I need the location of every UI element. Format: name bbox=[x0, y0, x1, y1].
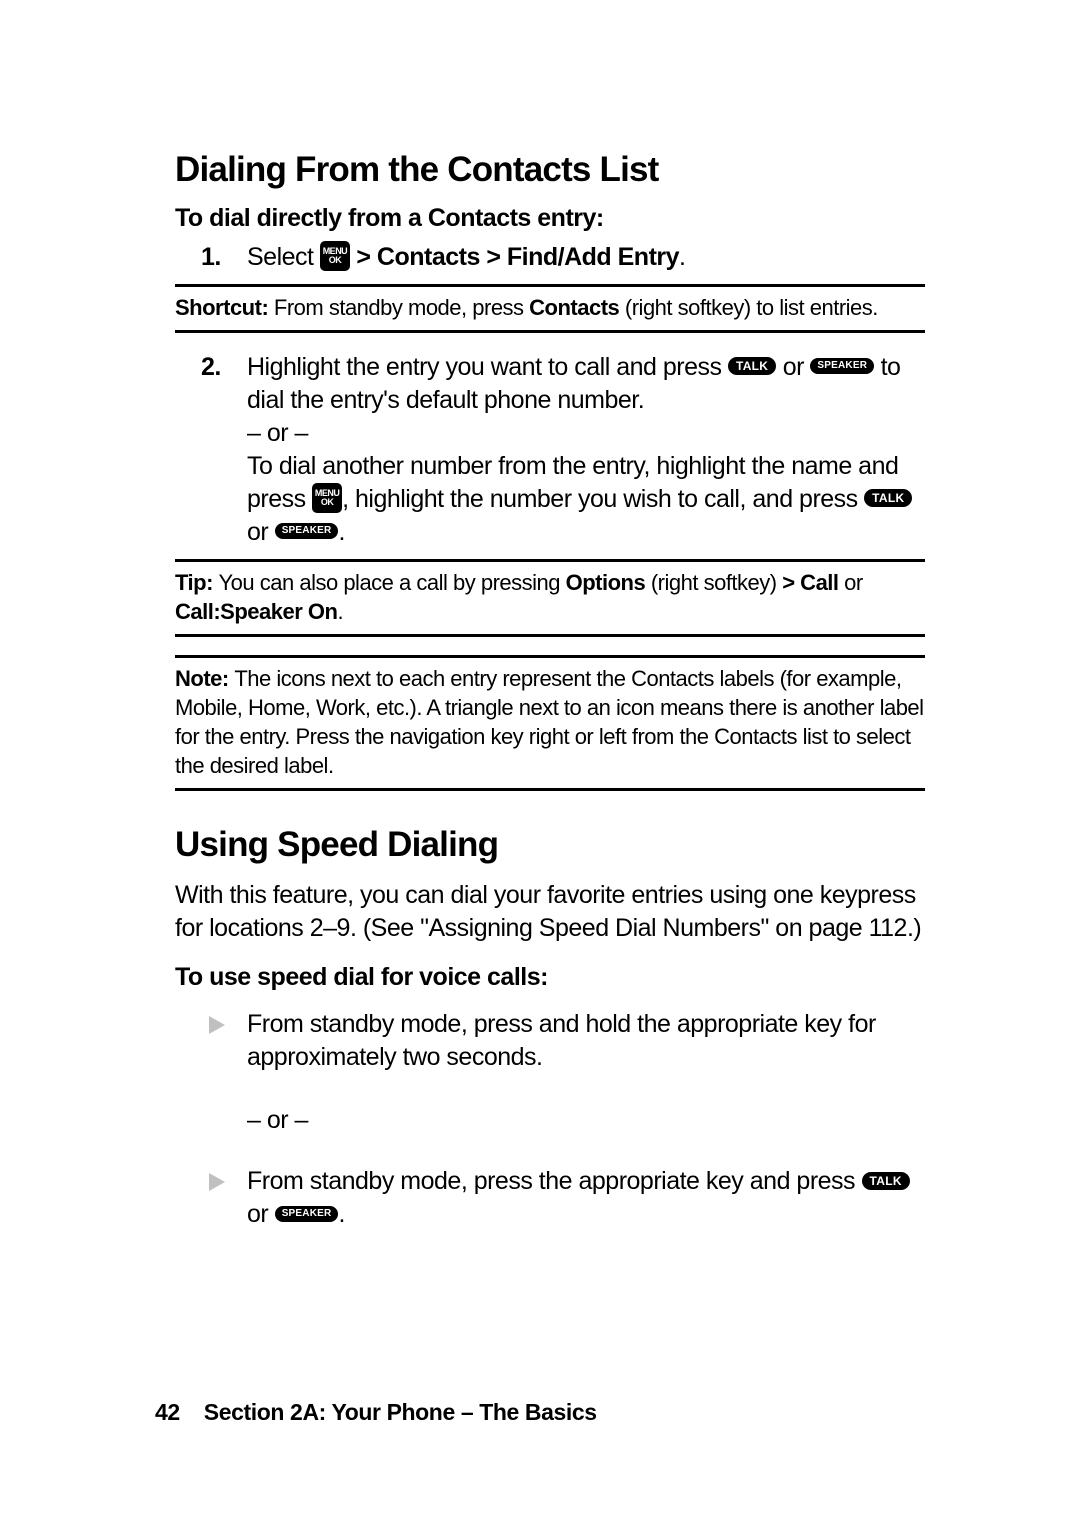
shortcut-text: (right softkey) to list entries. bbox=[619, 295, 878, 320]
subheading-dial-directly: To dial directly from a Contacts entry: bbox=[175, 204, 925, 233]
subheading-speed-dial-voice: To use speed dial for voice calls: bbox=[175, 963, 925, 992]
bullet-text: or bbox=[247, 1200, 275, 1228]
tip-text: (right softkey) bbox=[645, 570, 782, 595]
speed-dial-intro: With this feature, you can dial your fav… bbox=[175, 879, 925, 945]
step-text: , highlight the number you wish to call,… bbox=[342, 485, 864, 513]
step-text: . bbox=[679, 243, 685, 271]
bullet-1: From standby mode, press and hold the ap… bbox=[175, 1008, 925, 1074]
heading-speed-dialing: Using Speed Dialing bbox=[175, 825, 925, 865]
tip-label: Tip: bbox=[175, 570, 219, 595]
steps-list-2: 2. Highlight the entry you want to call … bbox=[175, 351, 925, 549]
steps-list-1: 1. Select MENUOK > Contacts > Find/Add E… bbox=[175, 241, 925, 274]
heading-dialing-contacts: Dialing From the Contacts List bbox=[175, 150, 925, 190]
bullet-text: From standby mode, press and hold the ap… bbox=[247, 1010, 876, 1071]
step-text-bold: > Contacts > Find/Add Entry bbox=[350, 243, 679, 271]
shortcut-text-bold: Contacts bbox=[529, 295, 619, 320]
step-text: or bbox=[776, 353, 810, 381]
bullet-text: From standby mode, press the appropriate… bbox=[247, 1167, 862, 1195]
speaker-key-icon: SPEAKER bbox=[275, 1206, 339, 1222]
tip-box: Tip: You can also place a call by pressi… bbox=[175, 559, 925, 637]
speaker-key-icon: SPEAKER bbox=[810, 358, 874, 374]
step-2: 2. Highlight the entry you want to call … bbox=[175, 351, 925, 549]
footer-text: Section 2A: Your Phone – The Basics bbox=[204, 1399, 597, 1425]
speed-dial-bullets-2: From standby mode, press the appropriate… bbox=[175, 1165, 925, 1231]
page-number: 42 bbox=[155, 1399, 180, 1425]
note-box: Note: The icons next to each entry repre… bbox=[175, 655, 925, 791]
note-label: Note: bbox=[175, 666, 234, 691]
tip-text-bold: Call:Speaker On bbox=[175, 599, 337, 624]
step-text: Select bbox=[247, 243, 320, 271]
tip-text: or bbox=[839, 570, 863, 595]
manual-page: Dialing From the Contacts List To dial d… bbox=[0, 0, 1080, 1526]
page-footer: 42 Section 2A: Your Phone – The Basics bbox=[155, 1399, 597, 1426]
step-text: or bbox=[247, 518, 275, 546]
speaker-key-icon: SPEAKER bbox=[275, 523, 339, 539]
or-separator: – or – bbox=[175, 1106, 925, 1135]
bullet-text: . bbox=[338, 1200, 344, 1228]
tip-text: You can also place a call by pressing bbox=[219, 570, 566, 595]
tip-text-bold: Options bbox=[566, 570, 646, 595]
shortcut-box: Shortcut: From standby mode, press Conta… bbox=[175, 284, 925, 333]
tip-text: . bbox=[337, 599, 343, 624]
step-text: Highlight the entry you want to call and… bbox=[247, 353, 728, 381]
tip-text-bold: > Call bbox=[782, 570, 838, 595]
step-or: – or – bbox=[247, 419, 308, 447]
speed-dial-bullets: From standby mode, press and hold the ap… bbox=[175, 1008, 925, 1074]
shortcut-label: Shortcut: bbox=[175, 295, 274, 320]
shortcut-text: From standby mode, press bbox=[274, 295, 529, 320]
bullet-2: From standby mode, press the appropriate… bbox=[175, 1165, 925, 1231]
talk-key-icon: TALK bbox=[862, 1172, 910, 1190]
talk-key-icon: TALK bbox=[728, 357, 776, 375]
talk-key-icon: TALK bbox=[864, 489, 912, 507]
step-1: 1. Select MENUOK > Contacts > Find/Add E… bbox=[175, 241, 925, 274]
menu-ok-key-icon: MENUOK bbox=[312, 483, 342, 513]
note-text: The icons next to each entry represent t… bbox=[175, 666, 924, 778]
step-number: 2. bbox=[201, 351, 221, 384]
step-number: 1. bbox=[201, 241, 221, 274]
step-text: . bbox=[338, 518, 344, 546]
menu-ok-key-icon: MENUOK bbox=[320, 241, 350, 271]
